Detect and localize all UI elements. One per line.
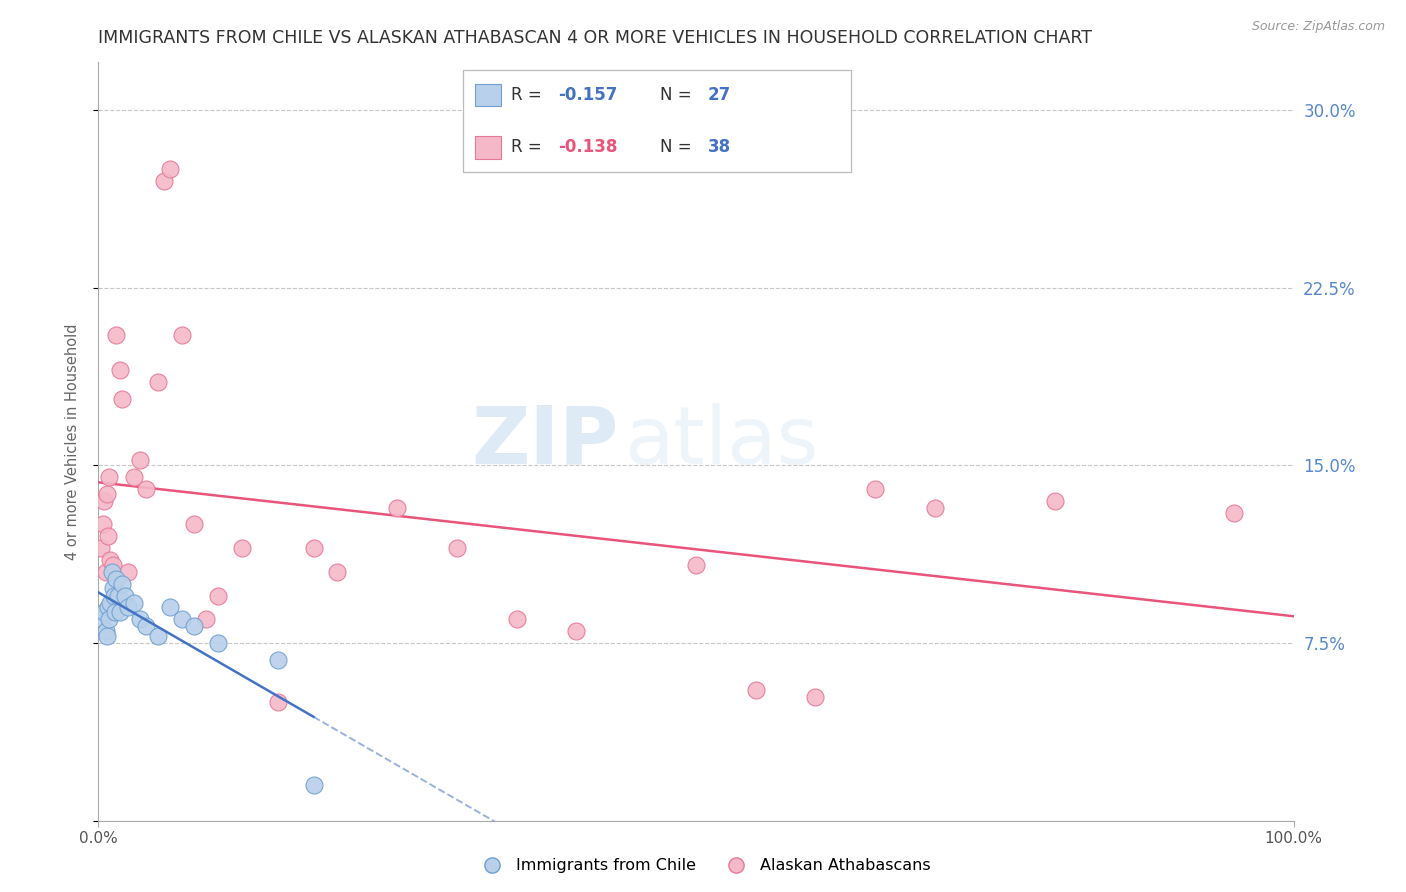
Point: [172, 327, 194, 342]
Text: R =: R =: [510, 138, 541, 156]
Point: [117, 600, 139, 615]
Point: [267, 652, 290, 666]
Y-axis label: 4 or more Vehicles in Household: 4 or more Vehicles in Household: [65, 323, 80, 560]
Point: [108, 363, 131, 377]
Text: N =: N =: [661, 86, 692, 104]
Point: [111, 576, 134, 591]
FancyBboxPatch shape: [475, 136, 501, 159]
Point: [685, 558, 707, 572]
FancyBboxPatch shape: [475, 84, 501, 106]
Point: [135, 482, 157, 496]
Text: -0.138: -0.138: [558, 138, 617, 156]
Point: [267, 695, 290, 709]
Point: [105, 327, 128, 342]
Point: [90, 541, 112, 556]
Point: [1223, 506, 1246, 520]
Point: [117, 565, 139, 579]
Point: [98, 553, 122, 567]
Point: [183, 619, 205, 633]
Point: [124, 596, 146, 610]
Point: [148, 376, 170, 390]
Point: [302, 778, 325, 792]
Point: [326, 565, 349, 579]
Point: [98, 470, 121, 484]
Point: [101, 582, 124, 596]
Point: [804, 690, 827, 705]
Point: [105, 572, 128, 586]
Text: 38: 38: [709, 138, 731, 156]
Point: [96, 629, 118, 643]
Point: [97, 529, 120, 543]
Point: [207, 636, 229, 650]
Point: [135, 619, 157, 633]
Point: [506, 612, 529, 626]
Point: [111, 392, 134, 406]
Point: [153, 174, 176, 188]
Point: [231, 541, 253, 556]
Text: atlas: atlas: [624, 402, 818, 481]
Point: [96, 486, 118, 500]
Text: IMMIGRANTS FROM CHILE VS ALASKAN ATHABASCAN 4 OR MORE VEHICLES IN HOUSEHOLD CORR: IMMIGRANTS FROM CHILE VS ALASKAN ATHABAS…: [98, 29, 1092, 47]
Text: N =: N =: [661, 138, 692, 156]
Point: [183, 517, 205, 532]
Point: [101, 558, 124, 572]
Point: [100, 565, 122, 579]
Text: ZIP: ZIP: [471, 402, 619, 481]
Point: [159, 600, 181, 615]
Point: [93, 605, 115, 619]
Point: [159, 162, 181, 177]
Legend: Immigrants from Chile, Alaskan Athabascans: Immigrants from Chile, Alaskan Athabasca…: [470, 852, 936, 880]
Point: [124, 470, 146, 484]
Point: [385, 500, 409, 515]
Point: [114, 589, 136, 603]
Text: R =: R =: [510, 86, 541, 104]
Point: [302, 541, 325, 556]
Point: [94, 565, 117, 579]
Point: [924, 500, 946, 515]
Point: [565, 624, 588, 639]
Point: [98, 596, 122, 610]
Text: 27: 27: [709, 86, 731, 104]
Text: -0.157: -0.157: [558, 86, 617, 104]
FancyBboxPatch shape: [463, 70, 852, 172]
Point: [91, 517, 114, 532]
Text: Source: ZipAtlas.com: Source: ZipAtlas.com: [1251, 20, 1385, 33]
Point: [129, 453, 152, 467]
Point: [129, 612, 152, 626]
Point: [104, 605, 127, 619]
Point: [195, 612, 218, 626]
Point: [97, 600, 120, 615]
Point: [93, 493, 115, 508]
Point: [446, 541, 468, 556]
Point: [172, 612, 194, 626]
Point: [107, 589, 129, 603]
Point: [103, 589, 125, 603]
Point: [745, 683, 768, 698]
Point: [865, 482, 887, 496]
Point: [108, 605, 131, 619]
Point: [1043, 493, 1066, 508]
Point: [207, 589, 229, 603]
Point: [148, 629, 170, 643]
Point: [98, 612, 121, 626]
Point: [91, 612, 114, 626]
Point: [94, 624, 117, 639]
